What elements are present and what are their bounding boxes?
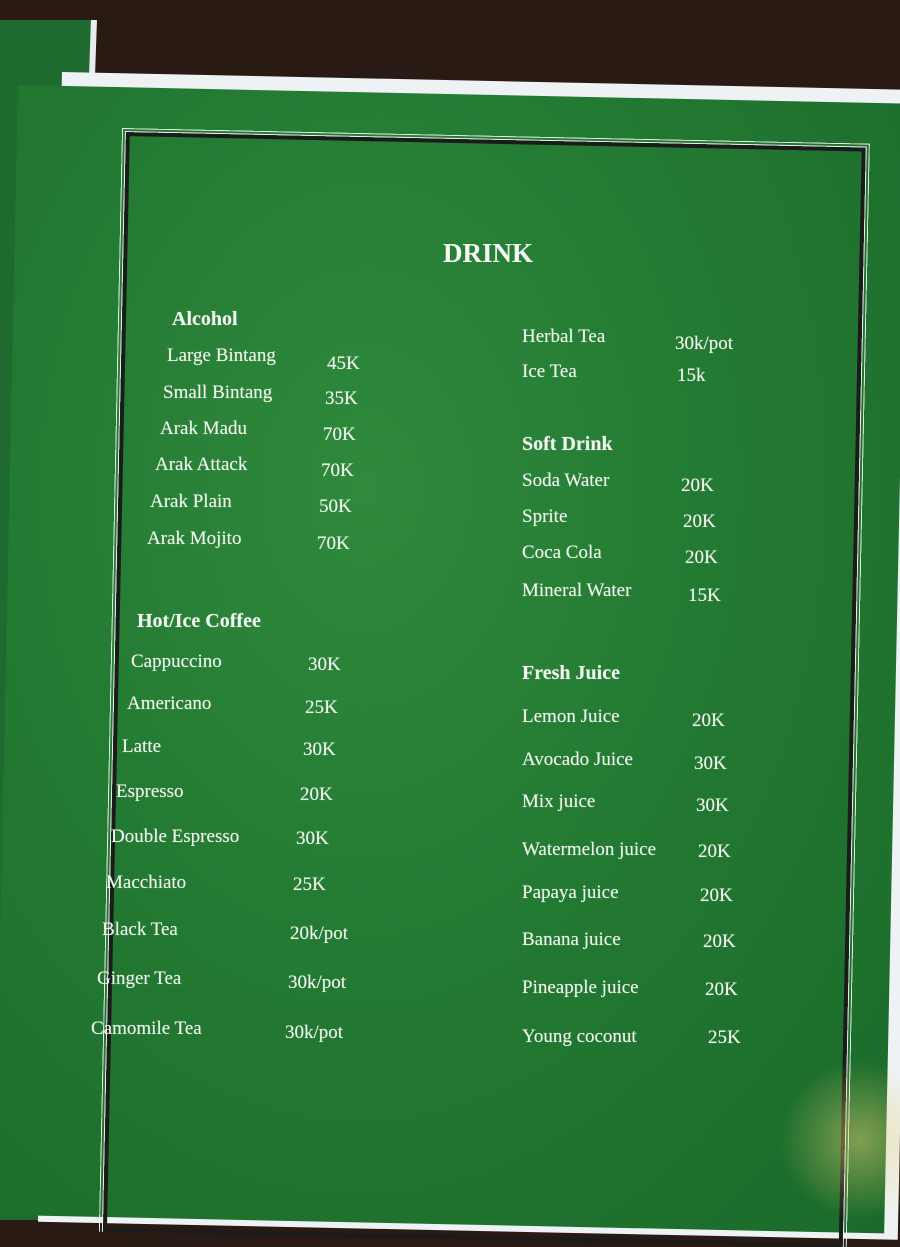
menu-item-price: 20K [692,710,725,731]
menu-item-name: Arak Attack [155,454,248,475]
menu-item-price: 50K [319,496,352,517]
menu-item-price: 30K [303,739,336,760]
menu-item-price: 15K [688,585,721,606]
menu-item-name: Ginger Tea [97,968,182,989]
menu-item-name: Ice Tea [522,361,577,382]
menu-item-name: Coca Cola [522,542,602,563]
menu-item-name: Avocado Juice [522,749,633,770]
menu-item-price: 20k/pot [290,923,349,944]
menu-item-name: Large Bintang [167,345,276,366]
menu-item-name: Small Bintang [163,382,273,403]
section-heading: Alcohol [172,308,238,330]
menu-item-price: 20K [300,784,333,805]
menu-item-name: Arak Madu [160,418,248,439]
menu-item-name: Papaya juice [522,882,619,903]
menu-item-price: 30k/pot [675,333,734,354]
menu-item-price: 15k [677,365,706,386]
menu-item-price: 30k/pot [288,972,347,993]
menu-item-name: Watermelon juice [522,839,657,860]
menu-item-name: Camomile Tea [91,1018,202,1039]
menu-item-price: 20K [700,885,733,906]
menu-item-price: 20K [683,511,716,532]
menu-item-name: Double Espresso [111,826,240,847]
menu-item-name: Mineral Water [522,580,632,601]
section-heading: Fresh Juice [522,662,620,684]
menu-item-price: 30K [694,753,727,774]
menu-item-price: 25K [293,874,326,895]
menu-item-price: 70K [323,424,356,445]
menu-item-name: Black Tea [102,919,178,940]
menu-item-price: 30K [696,795,729,816]
menu-item-name: Cappuccino [131,651,222,672]
menu-item-name: Banana juice [522,929,621,950]
menu-item-name: Latte [122,736,162,757]
menu-item-price: 20K [698,841,731,862]
menu-item-price: 20K [681,475,714,496]
menu-item-name: Sprite [522,506,568,527]
menu-item-price: 20K [705,979,738,1000]
menu-item-name: Mix juice [522,791,596,812]
section-heading: Hot/Ice Coffee [137,610,261,632]
menu-item-price: 30k/pot [285,1022,344,1043]
menu-item-name: Arak Mojito [147,528,242,549]
menu-item-price: 30K [296,828,329,849]
menu-item-name: Arak Plain [150,491,232,512]
menu-item-name: Espresso [116,781,184,802]
menu-frame [98,128,870,1247]
menu-item-price: 70K [317,533,350,554]
menu-item-name: Herbal Tea [522,326,606,347]
menu-item-name: Pineapple juice [522,977,639,998]
menu-item-price: 25K [708,1027,741,1048]
menu-item-name: Lemon Juice [522,706,620,727]
menu-item-price: 45K [327,353,360,374]
menu-item-price: 70K [321,460,354,481]
section-heading: Soft Drink [522,433,613,455]
menu-item-price: 20K [703,931,736,952]
menu-item-price: 30K [308,654,341,675]
menu-item-name: Young coconut [522,1026,637,1047]
menu-item-name: Americano [127,693,212,714]
menu-item-price: 35K [325,388,358,409]
menu-item-name: Macchiato [106,872,187,893]
menu-item-name: Soda Water [522,470,610,491]
page-title: DRINK [443,238,534,268]
menu-item-price: 20K [685,547,718,568]
menu-item-price: 25K [305,697,338,718]
light-glare [780,1060,900,1220]
